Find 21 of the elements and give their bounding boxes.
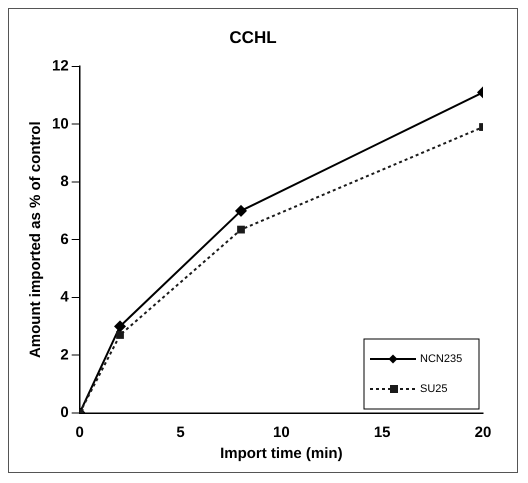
y-tick-label: 10: [52, 115, 69, 132]
point: [116, 331, 124, 339]
legend-label: NCN235: [420, 353, 462, 366]
y-tick-label: 0: [60, 404, 69, 422]
x-tick-label: 15: [374, 424, 391, 442]
chart-title: CCHL: [229, 28, 277, 47]
x-tick-label: 5: [176, 424, 185, 442]
point: [114, 320, 126, 332]
point: [237, 226, 245, 234]
y-tick-label: 6: [60, 230, 69, 248]
y-axis-title: Amount imported as % of control: [27, 121, 44, 358]
legend-label: SU25: [420, 383, 448, 396]
x-axis-title: Import time (min): [220, 445, 343, 462]
y-tick-label: 2: [60, 346, 69, 364]
y-tick-label: 8: [60, 173, 69, 190]
y-tick-label: 4: [60, 288, 70, 306]
point: [235, 204, 248, 217]
y-tick-label: 12: [52, 58, 69, 75]
x-tick-label: 0: [76, 424, 84, 442]
x-tick-label: 20: [474, 424, 492, 442]
x-tick-label: 10: [273, 424, 290, 442]
